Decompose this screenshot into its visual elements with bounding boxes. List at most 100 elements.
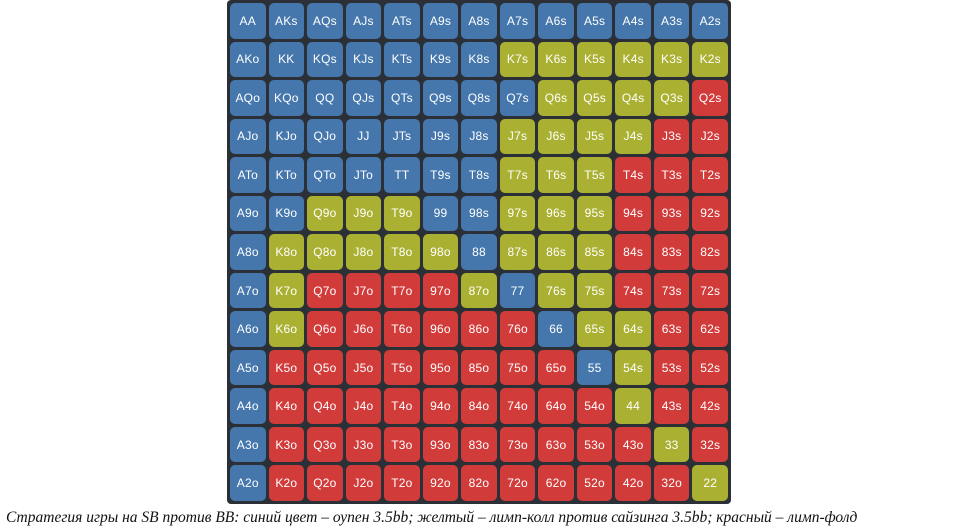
hand-cell-T5o: T5o xyxy=(384,349,420,386)
hand-cell-82s: 82s xyxy=(692,234,728,270)
hand-cell-AQo: AQo xyxy=(230,80,266,116)
hand-cell-Q5s: Q5s xyxy=(576,80,613,116)
hand-cell-A7s: A7s xyxy=(499,3,536,39)
hand-cell-84s: 84s xyxy=(615,234,651,270)
hand-cell-J6s: J6s xyxy=(538,118,574,155)
hand-cell-K2o: K2o xyxy=(268,465,305,501)
hand-cell-T6s: T6s xyxy=(538,157,574,193)
hand-cell-QJo: QJo xyxy=(307,118,343,155)
hand-cell-T2s: T2s xyxy=(692,157,728,193)
hand-cell-82o: 82o xyxy=(461,465,497,501)
hand-cell-T8o: T8o xyxy=(384,234,420,270)
hand-cell-Q5o: Q5o xyxy=(307,349,343,386)
hand-cell-J2s: J2s xyxy=(692,118,728,155)
hand-cell-62o: 62o xyxy=(538,465,574,501)
hand-cell-75s: 75s xyxy=(576,272,613,309)
hand-cell-65s: 65s xyxy=(576,311,613,347)
hand-cell-94s: 94s xyxy=(615,195,651,232)
hand-cell-63s: 63s xyxy=(653,311,690,347)
hand-cell-86o: 86o xyxy=(461,311,497,347)
hand-cell-J8s: J8s xyxy=(461,118,497,155)
hand-cell-K9o: K9o xyxy=(268,195,305,232)
hand-cell-T8s: T8s xyxy=(461,157,497,193)
hand-cell-A9s: A9s xyxy=(422,3,459,39)
hand-cell-84o: 84o xyxy=(461,388,497,424)
hand-cell-J4s: J4s xyxy=(615,118,651,155)
hand-cell-76o: 76o xyxy=(499,311,536,347)
hand-cell-K3s: K3s xyxy=(653,41,690,78)
hand-cell-T4o: T4o xyxy=(384,388,420,424)
hand-cell-AJs: AJs xyxy=(345,3,382,39)
hand-cell-A5o: A5o xyxy=(230,349,266,386)
hand-cell-A2s: A2s xyxy=(692,3,728,39)
hand-cell-AKs: AKs xyxy=(268,3,305,39)
hand-cell-54s: 54s xyxy=(615,349,651,386)
hand-cell-T3o: T3o xyxy=(384,426,420,463)
hand-cell-QTo: QTo xyxy=(307,157,343,193)
hand-cell-86s: 86s xyxy=(538,234,574,270)
hand-cell-Q3o: Q3o xyxy=(307,426,343,463)
chart-caption: Стратегия игры на SB против BB: синий цв… xyxy=(6,509,858,526)
hand-cell-54o: 54o xyxy=(576,388,613,424)
hand-cell-32o: 32o xyxy=(653,465,690,501)
hand-cell-43o: 43o xyxy=(615,426,651,463)
hand-cell-A2o: A2o xyxy=(230,465,266,501)
hand-cell-Q3s: Q3s xyxy=(653,80,690,116)
hand-cell-95s: 95s xyxy=(576,195,613,232)
hand-cell-JTo: JTo xyxy=(345,157,382,193)
hand-cell-Q4s: Q4s xyxy=(615,80,651,116)
hand-cell-32s: 32s xyxy=(692,426,728,463)
hand-cell-73o: 73o xyxy=(499,426,536,463)
hand-cell-Q4o: Q4o xyxy=(307,388,343,424)
hand-cell-J9s: J9s xyxy=(422,118,459,155)
hand-cell-ATo: ATo xyxy=(230,157,266,193)
hand-cell-J7s: J7s xyxy=(499,118,536,155)
hand-cell-T3s: T3s xyxy=(653,157,690,193)
hand-cell-62s: 62s xyxy=(692,311,728,347)
hand-range-chart: AA AKs AQs AJs ATs A9s A8s A7s A6s A5s A4s A3s A2s AK… xyxy=(227,0,731,504)
hand-cell-T7s: T7s xyxy=(499,157,536,193)
hand-cell-83o: 83o xyxy=(461,426,497,463)
hand-cell-A4o: A4o xyxy=(230,388,266,424)
hand-cell-A9o: A9o xyxy=(230,195,266,232)
hand-cell-QJs: QJs xyxy=(345,80,382,116)
hand-cell-83s: 83s xyxy=(653,234,690,270)
hand-cell-43s: 43s xyxy=(653,388,690,424)
hand-cell-A4s: A4s xyxy=(615,3,651,39)
hand-cell-T9o: T9o xyxy=(384,195,420,232)
hand-cell-Q9o: Q9o xyxy=(307,195,343,232)
hand-cell-65o: 65o xyxy=(538,349,574,386)
hand-cell-94o: 94o xyxy=(422,388,459,424)
hand-cell-22: 22 xyxy=(692,465,728,501)
hand-cell-KK: KK xyxy=(268,41,305,78)
hand-cell-53o: 53o xyxy=(576,426,613,463)
hand-cell-A3o: A3o xyxy=(230,426,266,463)
hand-cell-K6s: K6s xyxy=(538,41,574,78)
hand-cell-99: 99 xyxy=(422,195,459,232)
hand-cell-AA: AA xyxy=(230,3,266,39)
hand-cell-J3o: J3o xyxy=(345,426,382,463)
hand-cell-Q6o: Q6o xyxy=(307,311,343,347)
hand-cell-K2s: K2s xyxy=(692,41,728,78)
hand-cell-53s: 53s xyxy=(653,349,690,386)
hand-cell-75o: 75o xyxy=(499,349,536,386)
hand-cell-92o: 92o xyxy=(422,465,459,501)
hand-cell-KJs: KJs xyxy=(345,41,382,78)
hand-cell-J3s: J3s xyxy=(653,118,690,155)
hand-cell-Q2s: Q2s xyxy=(692,80,728,116)
hand-cell-87s: 87s xyxy=(499,234,536,270)
hand-cell-T6o: T6o xyxy=(384,311,420,347)
hand-cell-K5s: K5s xyxy=(576,41,613,78)
hand-cell-98o: 98o xyxy=(422,234,459,270)
hand-cell-Q8s: Q8s xyxy=(461,80,497,116)
hand-cell-K4s: K4s xyxy=(615,41,651,78)
hand-cell-K5o: K5o xyxy=(268,349,305,386)
hand-cell-KQs: KQs xyxy=(307,41,343,78)
hand-cell-KTs: KTs xyxy=(384,41,420,78)
hand-cell-A7o: A7o xyxy=(230,272,266,309)
hand-cell-T7o: T7o xyxy=(384,272,420,309)
hand-cell-KQo: KQo xyxy=(268,80,305,116)
hand-cell-T4s: T4s xyxy=(615,157,651,193)
hand-cell-98s: 98s xyxy=(461,195,497,232)
hand-cell-93o: 93o xyxy=(422,426,459,463)
